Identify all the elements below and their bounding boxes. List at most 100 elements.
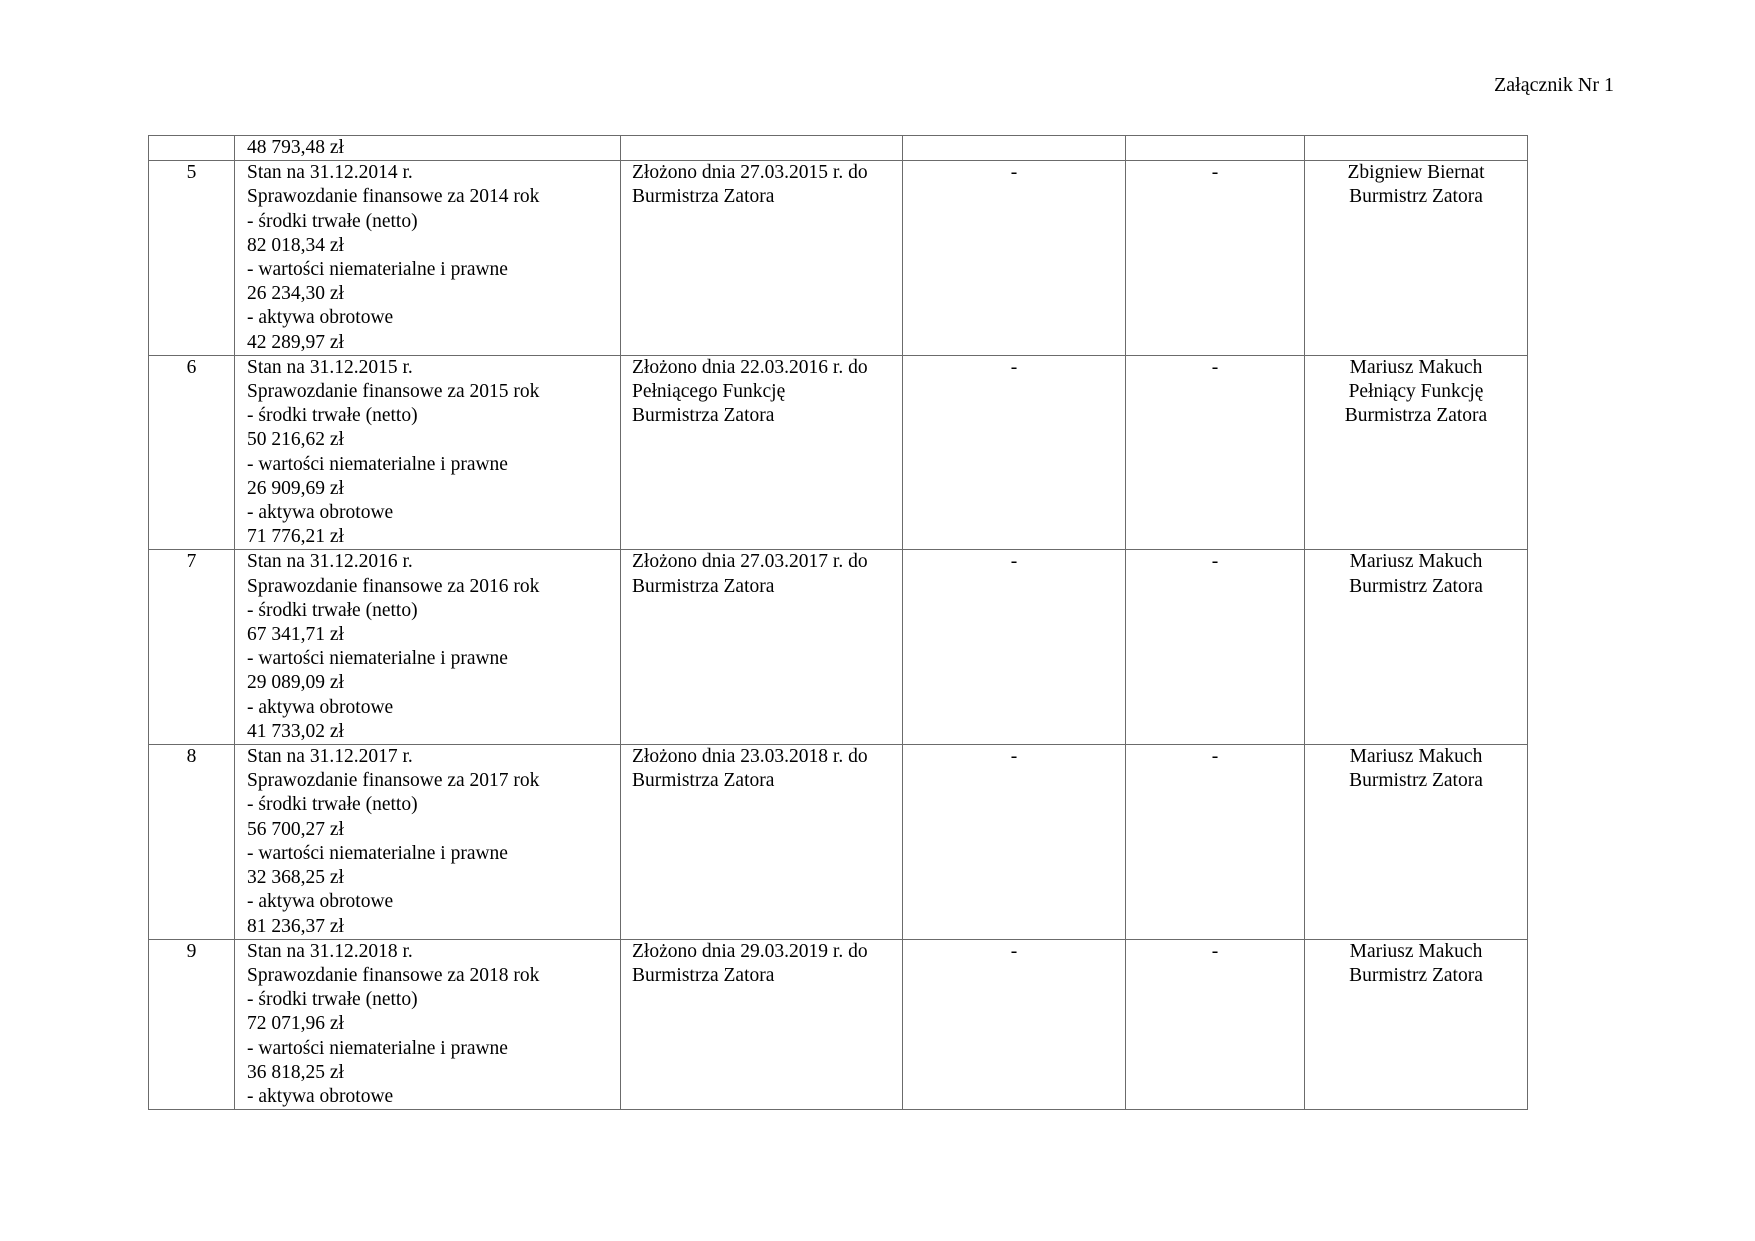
cell-details-line: Stan na 31.12.2015 r.: [247, 356, 413, 378]
cell-submitted: Złożono dnia 27.03.2017 r. do Burmistrza …: [620, 549, 903, 746]
cell-person-line: Burmistrza Zatora: [1344, 405, 1488, 427]
cell-submitted: [620, 134, 903, 162]
cell-submitted-line: Złożono dnia 23.03.2018 r. do: [632, 746, 868, 768]
cell-col4: -: [902, 938, 1126, 1111]
cell-person: Mariusz Makuch Burmistrz Zatora: [1304, 744, 1528, 940]
table-row: 5 Stan na 31.12.2014 r. Sprawozdanie finan…: [148, 160, 1528, 356]
table-row-continuation: 48 793,48 zł: [148, 134, 1528, 162]
cell-col5: -: [1125, 938, 1305, 1111]
cell-details-line: 82 018,34 zł: [247, 234, 344, 256]
cell-details-line: 81 236,37 zł: [247, 915, 344, 937]
cell-person-line: Burmistrz Zatora: [1349, 964, 1483, 986]
cell-person-line: Zbigniew Biernat: [1347, 162, 1485, 184]
cell-submitted-line: Pełniącego Funkcję: [632, 381, 786, 403]
cell-col4: -: [902, 160, 1126, 356]
cell-submitted: Złożono dnia 23.03.2018 r. do Burmistrza …: [620, 744, 903, 940]
cell-details-line: 42 289,97 zł: [247, 331, 344, 353]
cell-details-line: Sprawozdanie finansowe za 2018 rok: [247, 964, 540, 986]
cell-details-line: - środki trwałe (netto): [247, 405, 418, 427]
cell-details: Stan na 31.12.2015 r. Sprawozdanie finans…: [234, 354, 621, 551]
cell-details: 48 793,48 zł: [234, 134, 621, 162]
cell-submitted: Złożono dnia 22.03.2016 r. do Pełniącego …: [620, 354, 903, 551]
cell-number: 9: [148, 938, 235, 1111]
cell-submitted-line: Burmistrza Zatora: [632, 575, 775, 597]
cell-person: Mariusz Makuch Pełniący Funkcję Burmistrza…: [1304, 354, 1528, 551]
cell-details-line: - wartości niematerialne i prawne: [247, 453, 508, 475]
cell-details-line: - środki trwałe (netto): [247, 794, 418, 816]
cell-details: Stan na 31.12.2018 r. Sprawozdanie finans…: [234, 938, 621, 1111]
cell-submitted-line: Złożono dnia 27.03.2017 r. do: [632, 551, 868, 573]
cell-details: Stan na 31.12.2014 r. Sprawozdanie finans…: [234, 160, 621, 356]
cell-details-line: - aktywa obrotowe: [247, 891, 394, 913]
cell-col5: -: [1125, 354, 1305, 551]
cell-details-line: Sprawozdanie finansowe za 2016 rok: [247, 575, 540, 597]
table-row: 9 Stan na 31.12.2018 r. Sprawozdanie finan…: [148, 938, 1528, 1111]
declarations-table: 48 793,48 zł 5 Stan na 31.12.2014 r. Spraw…: [148, 134, 1528, 1111]
cell-person: Zbigniew Biernat Burmistrz Zatora: [1304, 160, 1528, 356]
cell-details-line: 56 700,27 zł: [247, 818, 344, 840]
cell-person-line: Mariusz Makuch: [1349, 356, 1483, 378]
cell-details-line: - środki trwałe (netto): [247, 210, 418, 232]
cell-details-line: - środki trwałe (netto): [247, 989, 418, 1011]
cell-details-line: - wartości niematerialne i prawne: [247, 648, 508, 670]
cell-details-line: 72 071,96 zł: [247, 1013, 344, 1035]
cell-details-line: - aktywa obrotowe: [247, 1085, 394, 1107]
cell-number: 6: [148, 354, 235, 551]
cell-details-line: 29 089,09 zł: [247, 672, 344, 694]
cell-col4: [902, 134, 1126, 162]
cell-person: Mariusz Makuch Burmistrz Zatora: [1304, 938, 1528, 1111]
cell-number: 7: [148, 549, 235, 746]
cell-person: [1304, 134, 1528, 162]
cell-details-line: Stan na 31.12.2017 r.: [247, 746, 413, 768]
cell-person-line: Pełniący Funkcję: [1348, 381, 1484, 403]
cell-details-line: 32 368,25 zł: [247, 867, 344, 889]
cell-details: Stan na 31.12.2017 r. Sprawozdanie finans…: [234, 744, 621, 940]
cell-col4: -: [902, 549, 1126, 746]
cell-col5: -: [1125, 160, 1305, 356]
cell-details-line: - aktywa obrotowe: [247, 307, 394, 329]
cell-number: 8: [148, 744, 235, 940]
cell-col5: -: [1125, 549, 1305, 746]
cell-details: Stan na 31.12.2016 r. Sprawozdanie finans…: [234, 549, 621, 746]
cell-details-line: 41 733,02 zł: [247, 720, 344, 742]
cell-details-line: - wartości niematerialne i prawne: [247, 1037, 508, 1059]
cell-number: 5: [148, 160, 235, 356]
cell-submitted-line: Burmistrza Zatora: [632, 186, 775, 208]
cell-person-line: Burmistrz Zatora: [1349, 770, 1483, 792]
cell-col5: [1125, 134, 1305, 162]
cell-col4: -: [902, 744, 1126, 940]
cell-details-line: 67 341,71 zł: [247, 624, 344, 646]
cell-col5: -: [1125, 744, 1305, 940]
cell-submitted-line: Złożono dnia 22.03.2016 r. do: [632, 356, 868, 378]
cell-submitted-line: Burmistrza Zatora: [632, 964, 775, 986]
cell-details-line: 71 776,21 zł: [247, 526, 344, 548]
cell-details-line: - aktywa obrotowe: [247, 502, 394, 524]
cell-details-line: - środki trwałe (netto): [247, 599, 418, 621]
cell-details-line: 50 216,62 zł: [247, 429, 344, 451]
cell-submitted-line: Złożono dnia 27.03.2015 r. do: [632, 162, 868, 184]
cell-submitted: Złożono dnia 27.03.2015 r. do Burmistrza …: [620, 160, 903, 356]
cell-details-line: Sprawozdanie finansowe za 2015 rok: [247, 381, 540, 403]
cell-submitted-line: Burmistrza Zatora: [632, 405, 775, 427]
cell-details-line: - aktywa obrotowe: [247, 696, 394, 718]
cell-details-line: Sprawozdanie finansowe za 2017 rok: [247, 770, 540, 792]
cell-details-line: Stan na 31.12.2018 r.: [247, 940, 413, 962]
cell-details-line: 26 234,30 zł: [247, 283, 344, 305]
cell-person-line: Mariusz Makuch: [1349, 551, 1483, 573]
details-line: 48 793,48 zł: [247, 137, 344, 158]
cell-person-line: Burmistrz Zatora: [1349, 186, 1483, 208]
cell-details-line: 36 818,25 zł: [247, 1061, 344, 1083]
cell-number: [148, 134, 235, 162]
table-row: 7 Stan na 31.12.2016 r. Sprawozdanie finan…: [148, 549, 1528, 746]
cell-submitted-line: Złożono dnia 29.03.2019 r. do: [632, 940, 868, 962]
annex-label: Załącznik Nr 1: [1494, 74, 1614, 96]
cell-submitted-line: Burmistrza Zatora: [632, 770, 775, 792]
cell-details-line: - wartości niematerialne i prawne: [247, 842, 508, 864]
cell-person-line: Mariusz Makuch: [1349, 746, 1483, 768]
cell-details-line: Stan na 31.12.2014 r.: [247, 162, 413, 184]
cell-details-line: Sprawozdanie finansowe za 2014 rok: [247, 186, 540, 208]
cell-details-line: 26 909,69 zł: [247, 477, 344, 499]
cell-person: Mariusz Makuch Burmistrz Zatora: [1304, 549, 1528, 746]
cell-details-line: Stan na 31.12.2016 r.: [247, 551, 413, 573]
table-row: 6 Stan na 31.12.2015 r. Sprawozdanie finan…: [148, 354, 1528, 551]
